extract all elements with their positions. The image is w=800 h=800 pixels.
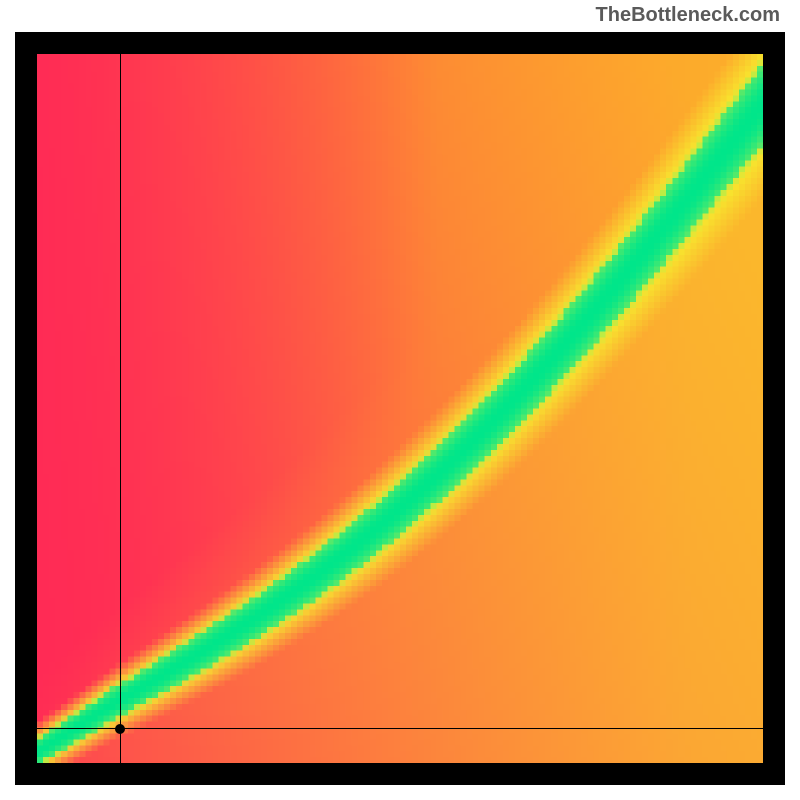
crosshair-horizontal xyxy=(37,728,763,729)
crosshair-vertical xyxy=(120,54,121,763)
root: TheBottleneck.com xyxy=(0,0,800,800)
bottleneck-heatmap xyxy=(37,54,763,763)
crosshair-marker xyxy=(115,724,125,734)
chart-frame xyxy=(15,32,785,785)
watermark-text: TheBottleneck.com xyxy=(596,4,780,27)
